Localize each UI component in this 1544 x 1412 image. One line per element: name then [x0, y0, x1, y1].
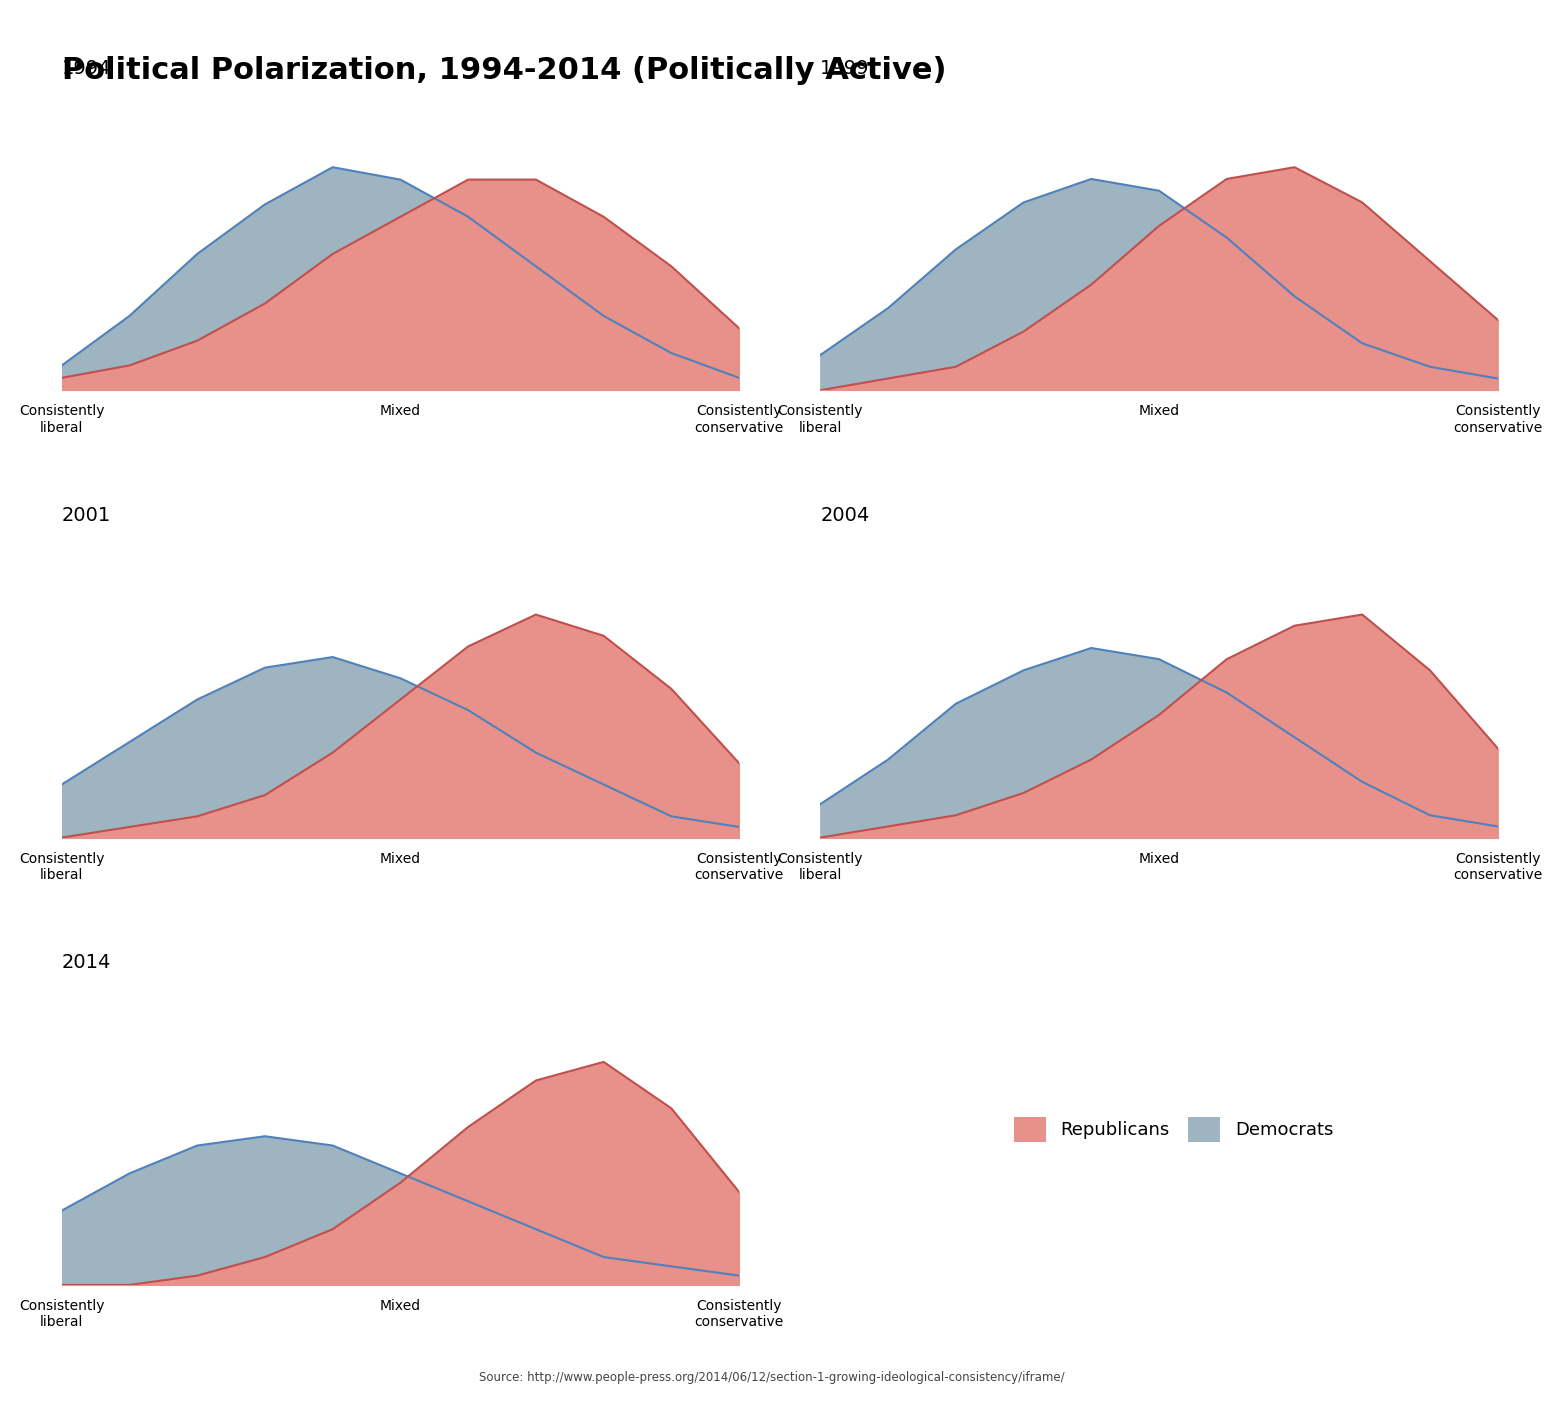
Text: Consistently
liberal: Consistently liberal [778, 851, 863, 882]
Text: Mixed: Mixed [1138, 404, 1180, 418]
Text: Political Polarization, 1994-2014 (Politically Active): Political Polarization, 1994-2014 (Polit… [62, 56, 946, 86]
Text: Consistently
conservative: Consistently conservative [1453, 404, 1542, 435]
Text: Consistently
liberal: Consistently liberal [19, 404, 105, 435]
Text: Consistently
conservative: Consistently conservative [695, 851, 784, 882]
Text: Mixed: Mixed [1138, 851, 1180, 866]
Text: Consistently
liberal: Consistently liberal [19, 851, 105, 882]
Legend: Republicans, Democrats: Republicans, Democrats [1014, 1117, 1332, 1142]
Text: Consistently
liberal: Consistently liberal [778, 404, 863, 435]
Text: Consistently
conservative: Consistently conservative [695, 1299, 784, 1329]
Text: Mixed: Mixed [380, 851, 422, 866]
Text: 2004: 2004 [820, 505, 869, 525]
Text: Consistently
conservative: Consistently conservative [695, 404, 784, 435]
Text: 2001: 2001 [62, 505, 111, 525]
Text: Source: http://www.people-press.org/2014/06/12/section-1-growing-ideological-con: Source: http://www.people-press.org/2014… [479, 1371, 1065, 1384]
Text: Consistently
conservative: Consistently conservative [1453, 851, 1542, 882]
Text: Mixed: Mixed [380, 404, 422, 418]
Text: Mixed: Mixed [380, 1299, 422, 1313]
Text: 1994: 1994 [62, 59, 111, 78]
Text: 1999: 1999 [820, 59, 869, 78]
Text: Consistently
liberal: Consistently liberal [19, 1299, 105, 1329]
Text: 2014: 2014 [62, 953, 111, 973]
